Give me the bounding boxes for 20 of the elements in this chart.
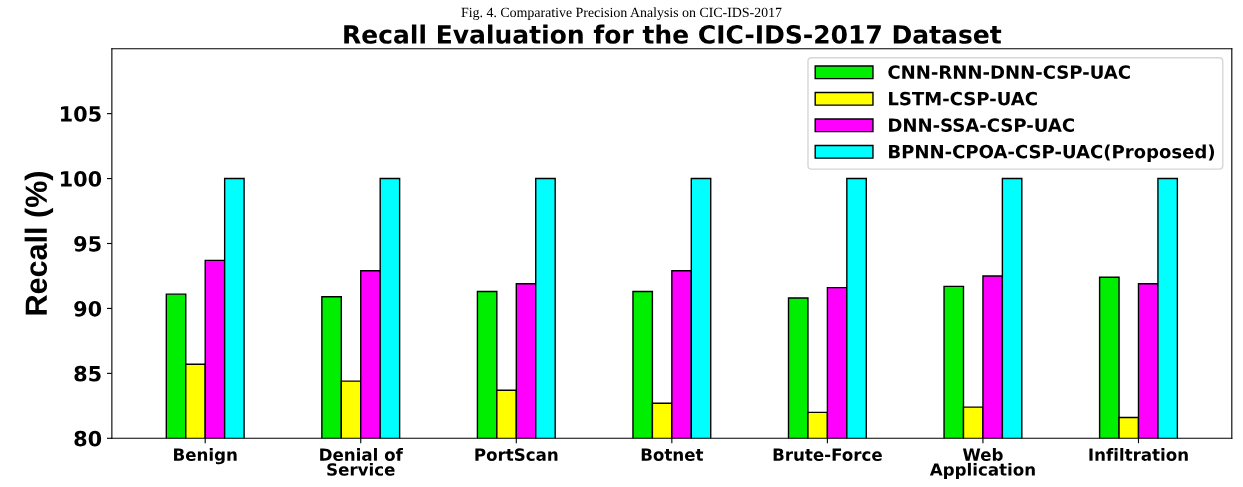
y-tick-label: 85 bbox=[74, 365, 101, 382]
x-tick-label: Botnet bbox=[641, 448, 704, 461]
x-tick-label: Brute-Force bbox=[773, 448, 882, 461]
x-tick-label: Web Application bbox=[929, 448, 1035, 480]
y-axis-title: Recall (%) bbox=[24, 172, 54, 315]
chart-title: Recall Evaluation for the CIC-IDS-2017 Dataset bbox=[344, 24, 1002, 44]
y-tick-label: 95 bbox=[74, 235, 101, 252]
x-tick-label: Denial of Service bbox=[320, 448, 403, 476]
x-tick-label: Benign bbox=[174, 448, 237, 465]
legend-label: DNN-SSA-CSP-UAC bbox=[889, 118, 1074, 132]
legend-label: CNN-RNN-DNN-CSP-UAC bbox=[888, 65, 1130, 79]
legend-label: BPNN-CPOA-CSP-UAC(Proposed) bbox=[889, 144, 1215, 162]
y-tick-label: 90 bbox=[74, 300, 102, 317]
y-tick-label: 100 bbox=[61, 171, 102, 187]
x-tick-label: Infiltration bbox=[1089, 448, 1188, 461]
legend-label: LSTM-CSP-UAC bbox=[889, 91, 1037, 106]
caption: Fig. 4. Comparative Precision Analysis on CIC-IDS-2017 bbox=[461, 7, 782, 20]
x-tick-label: PortScan bbox=[475, 448, 558, 461]
y-tick-label: 80 bbox=[74, 430, 102, 447]
y-tick-label: 105 bbox=[61, 106, 101, 122]
